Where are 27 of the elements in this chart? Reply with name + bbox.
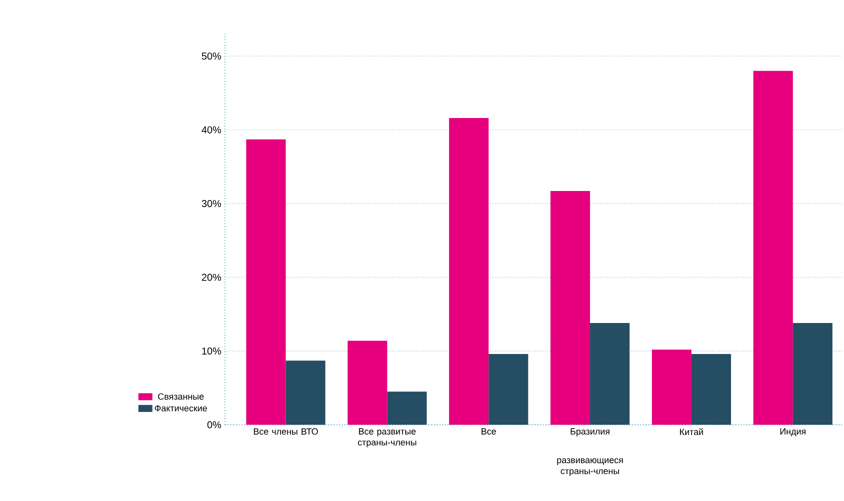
legend-label: Фактические [154,405,207,412]
y-tick-label: 50% [202,52,222,60]
bar [652,350,692,425]
bar [550,191,590,425]
x-tick-label: Бразилия [570,428,610,436]
bar [449,118,489,425]
y-tick-label: 20% [202,274,222,281]
y-tick-label: 40% [202,126,222,134]
bar [753,70,793,425]
text: развивающиеся страны-члены [557,458,623,476]
x-tick-label: Индия [780,428,806,436]
x-tick-label: Все [482,428,496,435]
bar [590,323,630,425]
bar [691,354,732,425]
y-tick-label: 30% [202,200,222,208]
bar [286,360,326,425]
bar [387,392,427,425]
bar [792,323,832,425]
legend-label: Связанные [158,393,204,400]
y-tick-label: 10% [202,348,222,355]
bar [348,340,388,425]
x-tick-label: Все развитые страны-члены [358,428,416,448]
x-tick-label: Китай [680,428,703,436]
y-tick-label: 0% [207,421,222,428]
bar [246,140,286,425]
bar [488,354,528,425]
x-tick-label: Все члены ВТО [254,428,318,435]
